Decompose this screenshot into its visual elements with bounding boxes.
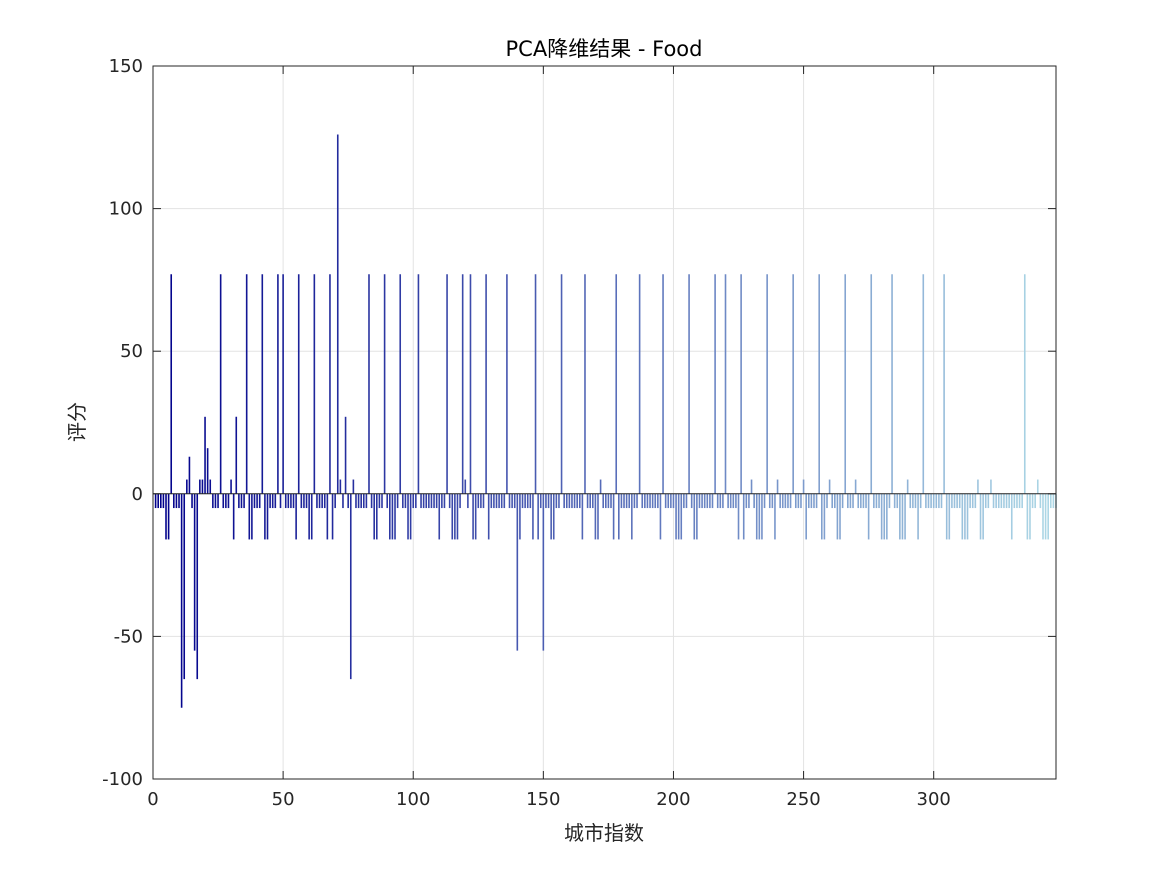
plot-frame: [152, 65, 1057, 780]
y-tick-label: -100: [102, 769, 143, 790]
x-tick-label: 50: [272, 789, 295, 810]
x-tick-label: 250: [786, 789, 820, 810]
y-tick-label: 150: [109, 56, 143, 77]
x-tick-label: 0: [147, 789, 158, 810]
x-tick-label: 150: [526, 789, 560, 810]
y-tick-label: 50: [120, 341, 143, 362]
y-tick-label: -50: [114, 626, 143, 647]
y-tick-label: 100: [109, 199, 143, 220]
chart-title: PCA降维结果 - Food: [506, 37, 703, 61]
y-tick-labels: -100 -50 0 50 100 150: [102, 56, 143, 790]
x-axis-label: 城市指数: [564, 821, 644, 845]
plot-background: [153, 66, 1056, 779]
x-tick-label: 300: [917, 789, 951, 810]
y-tick-label: 0: [132, 484, 143, 505]
x-tick-label: 100: [396, 789, 430, 810]
bars-group: [154, 134, 1057, 708]
y-axis-label: 评分: [65, 402, 89, 442]
axis-ticks: [152, 65, 1056, 780]
x-tick-labels: 0 50 100 150 200 250 300: [147, 789, 951, 810]
x-tick-label: 200: [656, 789, 690, 810]
